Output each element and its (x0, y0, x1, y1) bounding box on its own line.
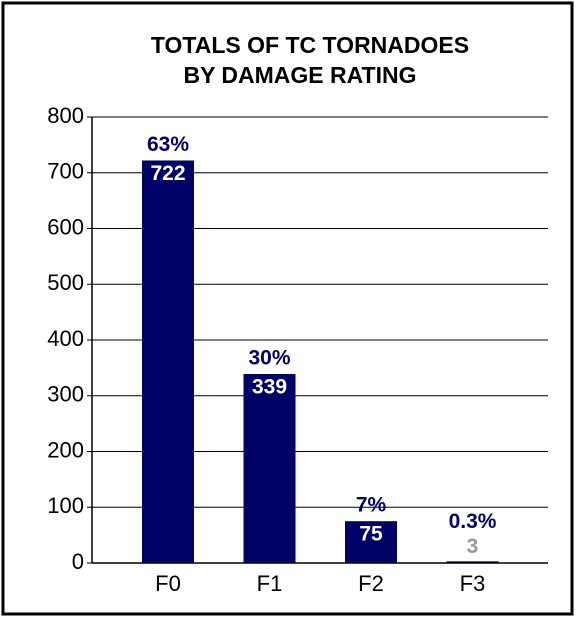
y-tick-label: 100 (47, 493, 84, 518)
value-label: 3 (467, 535, 479, 558)
y-tick-label: 500 (47, 270, 84, 295)
y-tick-label: 300 (47, 382, 84, 407)
share-label: 7% (356, 494, 387, 517)
chart-title: BY DAMAGE RATING (184, 62, 417, 88)
x-tick-label: F2 (358, 571, 384, 596)
bar (142, 160, 194, 564)
x-tick-label: F3 (460, 571, 486, 596)
y-tick-label: 800 (47, 103, 84, 128)
value-label: 722 (150, 162, 185, 185)
share-label: 0.3% (449, 510, 497, 533)
value-label: 339 (252, 376, 287, 399)
y-tick-label: 400 (47, 326, 84, 351)
bar (243, 374, 296, 563)
y-tick-label: 700 (47, 159, 84, 184)
share-label: 63% (147, 133, 189, 156)
y-tick-label: 0 (72, 549, 84, 574)
y-tick-label: 200 (47, 437, 84, 462)
share-label: 30% (248, 347, 290, 370)
bar (345, 521, 397, 563)
y-tick-label: 600 (47, 214, 84, 239)
x-tick-label: F1 (257, 571, 283, 596)
value-label: 75 (359, 523, 383, 546)
bar (446, 561, 499, 563)
chart-title: TOTALS OF TC TORNADOES (151, 32, 469, 58)
x-tick-label: F0 (155, 571, 181, 596)
